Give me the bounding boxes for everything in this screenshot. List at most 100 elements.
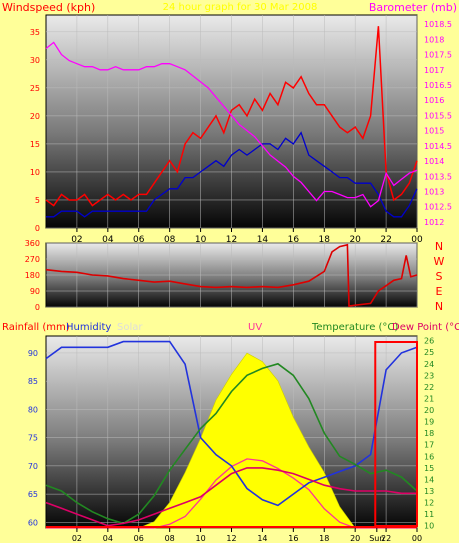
y-tick-label: 75 bbox=[28, 434, 38, 443]
y2-tick-label: 20 bbox=[424, 406, 434, 415]
y2-tick-label: 1012.5 bbox=[424, 203, 452, 212]
uv-title: UV bbox=[248, 322, 262, 333]
temperature-axis: 10 11 12 13 14 15 16 17 18 19 20 21 22 23 24 25 26 bbox=[424, 337, 434, 531]
series-average bbox=[46, 131, 418, 218]
x-tick-label: 18 bbox=[319, 534, 329, 543]
y2-tick-label: 13 bbox=[424, 487, 434, 496]
wind-time-axis: 02 04 06 08 10 12 14 16 18 20 22 00 bbox=[71, 228, 423, 245]
series-dew bbox=[45, 467, 417, 527]
y-tick-label: 20 bbox=[30, 112, 40, 121]
series-gust bbox=[45, 26, 418, 207]
x-tick-label: 18 bbox=[319, 235, 331, 245]
x-tick-label: 02 bbox=[71, 235, 82, 245]
y-tick-label: 15 bbox=[30, 140, 40, 149]
y2-tick-label: 1012 bbox=[424, 218, 444, 227]
y-tick-label: 30 bbox=[30, 56, 40, 65]
direction-letter: W bbox=[434, 255, 445, 268]
y-tick-label: 65 bbox=[28, 490, 38, 499]
y2-tick-label: 1013 bbox=[424, 187, 444, 196]
y2-tick-label: 1018 bbox=[424, 35, 444, 44]
x-tick-label: 04 bbox=[103, 534, 113, 543]
x-tick-label: 12 bbox=[226, 534, 236, 543]
wind-barometer-chart: Windspeed (kph) 24 hour graph for 30 Mar… bbox=[2, 1, 457, 245]
direction-letter: N bbox=[435, 300, 443, 313]
y2-tick-label: 1013.5 bbox=[424, 172, 452, 181]
series-temperature bbox=[45, 362, 418, 525]
x-tick-label: 14 bbox=[257, 235, 269, 245]
x-tick-label: 06 bbox=[134, 534, 144, 543]
y2-tick-label: 1017 bbox=[424, 66, 444, 75]
y-tick-label: 35 bbox=[30, 28, 40, 37]
dewpoint-title: Dew Point (°C bbox=[392, 322, 459, 333]
rainfall-title: Rainfall (mm) bbox=[2, 322, 70, 333]
y2-tick-label: 22 bbox=[424, 383, 434, 392]
y2-tick-label: 18 bbox=[424, 429, 434, 438]
humidity-title: Humidity bbox=[66, 322, 111, 333]
x-tick-label: 10 bbox=[195, 235, 207, 245]
solar-title: Solar bbox=[117, 322, 143, 333]
x-tick-label: 04 bbox=[102, 235, 114, 245]
y2-tick-label: 15 bbox=[424, 464, 434, 473]
x-tick-label: 12 bbox=[226, 235, 237, 245]
x-tick-label: 16 bbox=[288, 235, 300, 245]
y-tick-label: 180 bbox=[25, 271, 40, 280]
y2-tick-label: 1018.5 bbox=[424, 20, 452, 29]
direction-grid bbox=[46, 242, 418, 308]
y-tick-label: 90 bbox=[30, 287, 40, 296]
direction-series bbox=[45, 243, 418, 308]
y-tick-label: 70 bbox=[28, 462, 38, 471]
x-tick-label: 02 bbox=[72, 534, 82, 543]
direction-letter: N bbox=[435, 240, 443, 253]
y2-tick-label: 26 bbox=[424, 337, 434, 346]
x-tick-label: 00 bbox=[411, 235, 423, 245]
y-tick-label: 60 bbox=[28, 518, 38, 527]
y2-tick-label: 23 bbox=[424, 371, 434, 380]
lower-series bbox=[45, 340, 419, 529]
y2-tick-label: 1014 bbox=[424, 157, 444, 166]
barometer-title: Barometer (mb) bbox=[369, 1, 457, 14]
series-humidity bbox=[45, 340, 418, 507]
y2-tick-label: 10 bbox=[424, 522, 434, 531]
x-tick-label: 14 bbox=[257, 534, 267, 543]
y-tick-label: 0 bbox=[35, 303, 40, 312]
y2-tick-label: 11 bbox=[424, 510, 434, 519]
y2-tick-label: 24 bbox=[424, 360, 434, 369]
y2-tick-label: 14 bbox=[424, 475, 434, 484]
wind-series bbox=[45, 26, 418, 218]
x-tick-label: 08 bbox=[164, 235, 176, 245]
direction-axis: 0 90 180 270 360 bbox=[25, 239, 40, 312]
y2-tick-label: 17 bbox=[424, 441, 434, 450]
y-tick-label: 90 bbox=[28, 349, 38, 358]
x-tick-label: Sun bbox=[369, 534, 384, 543]
x-tick-label: 22 bbox=[381, 534, 391, 543]
y2-tick-label: 25 bbox=[424, 348, 434, 357]
y2-tick-label: 16 bbox=[424, 452, 434, 461]
y2-tick-label: 1015.5 bbox=[424, 111, 452, 120]
y-tick-label: 80 bbox=[28, 405, 38, 414]
humidity-axis: 60 65 70 75 80 85 90 bbox=[28, 349, 38, 527]
y2-tick-label: 1014.5 bbox=[424, 142, 452, 151]
y-tick-label: 10 bbox=[30, 168, 40, 177]
temperature-title: Temperature (°C) bbox=[311, 322, 398, 333]
graph-date-title: 24 hour graph for 30 Mar 2008 bbox=[163, 2, 318, 13]
series-direction bbox=[45, 243, 418, 308]
y2-tick-label: 1016.5 bbox=[424, 81, 452, 90]
barometer-axis: 1012 1012.5 1013 1013.5 1014 1014.5 1015 1015.5… bbox=[424, 20, 452, 227]
direction-letter: E bbox=[436, 285, 443, 298]
x-tick-label: 08 bbox=[165, 534, 175, 543]
y2-tick-label: 1015 bbox=[424, 127, 444, 136]
x-tick-label: 10 bbox=[195, 534, 205, 543]
windspeed-title: Windspeed (kph) bbox=[2, 1, 95, 14]
windspeed-axis: 0 5 10 15 20 25 30 35 bbox=[30, 28, 40, 233]
x-tick-label: 16 bbox=[288, 534, 298, 543]
y2-tick-label: 1016 bbox=[424, 96, 444, 105]
y-tick-label: 270 bbox=[25, 255, 40, 264]
x-tick-label: 20 bbox=[349, 235, 361, 245]
y2-tick-label: 12 bbox=[424, 499, 434, 508]
y2-tick-label: 19 bbox=[424, 418, 434, 427]
wind-grid bbox=[46, 15, 418, 229]
y-tick-label: 360 bbox=[25, 239, 40, 248]
y-tick-label: 5 bbox=[35, 196, 40, 205]
